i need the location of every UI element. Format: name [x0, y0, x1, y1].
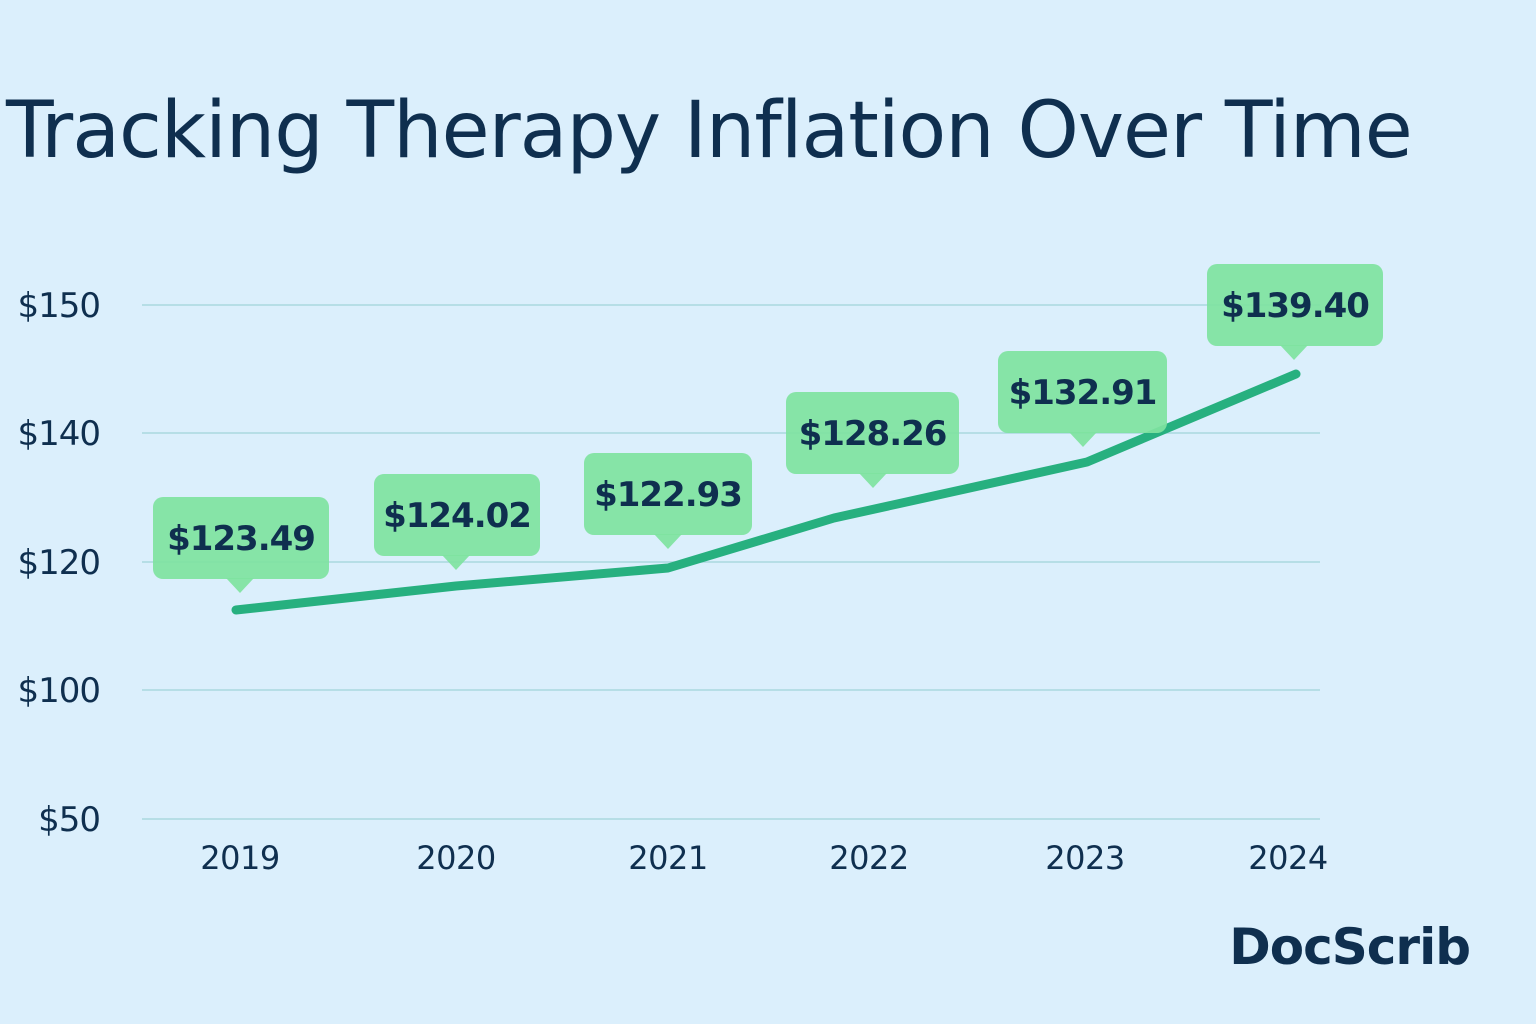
data-label-group: $123.49 $124.02 $122.93 $128.26 $132.91 $139.…	[153, 264, 1383, 593]
gridlines	[142, 304, 1320, 820]
data-label: $122.93	[594, 475, 742, 515]
data-label-box	[1207, 264, 1383, 346]
x-tick-label: 2020	[416, 839, 495, 877]
data-label-pointer	[1069, 432, 1097, 447]
data-label-callout: $128.26	[786, 392, 959, 488]
data-label-box	[998, 351, 1167, 433]
data-label-callout: $122.93	[584, 453, 752, 549]
data-label: $128.26	[799, 414, 947, 454]
data-label-box	[584, 453, 752, 535]
data-label-pointer	[442, 555, 470, 570]
data-label-box	[786, 392, 959, 474]
data-label-pointer	[226, 578, 254, 593]
y-tick-label: $50	[38, 800, 100, 840]
x-tick-label: 2022	[829, 839, 908, 877]
data-label-callout: $139.40	[1207, 264, 1383, 360]
x-tick-label: 2023	[1045, 839, 1124, 877]
data-label-callout: $123.49	[153, 497, 329, 593]
data-label: $132.91	[1009, 373, 1157, 413]
data-label-box	[374, 474, 540, 556]
data-label-box	[153, 497, 329, 579]
y-axis-tick-labels: $50 $100 $120 $140 $150	[17, 286, 101, 840]
y-tick-label: $100	[17, 671, 100, 711]
series-line-group	[231, 369, 1301, 615]
y-tick-label: $120	[17, 543, 100, 583]
data-label-callout: $124.02	[374, 474, 540, 570]
x-axis-tick-labels: 2019 2020 2021 2022 2023 2024	[200, 839, 1328, 877]
brand-logo: DocScrib	[1229, 918, 1471, 976]
data-label-callout: $132.91	[998, 351, 1167, 447]
x-tick-label: 2019	[200, 839, 279, 877]
data-label-pointer	[859, 473, 887, 488]
y-tick-label: $150	[17, 286, 100, 326]
series-line	[231, 369, 1301, 615]
data-label-pointer	[1280, 345, 1308, 360]
y-tick-label: $140	[17, 414, 100, 454]
data-label: $139.40	[1221, 286, 1369, 326]
x-tick-label: 2021	[628, 839, 707, 877]
x-tick-label: 2024	[1248, 839, 1327, 877]
data-label: $123.49	[167, 519, 315, 559]
data-label-pointer	[654, 534, 682, 549]
data-label: $124.02	[383, 496, 531, 536]
page-title: Tracking Therapy Inflation Over Time	[6, 86, 1413, 176]
